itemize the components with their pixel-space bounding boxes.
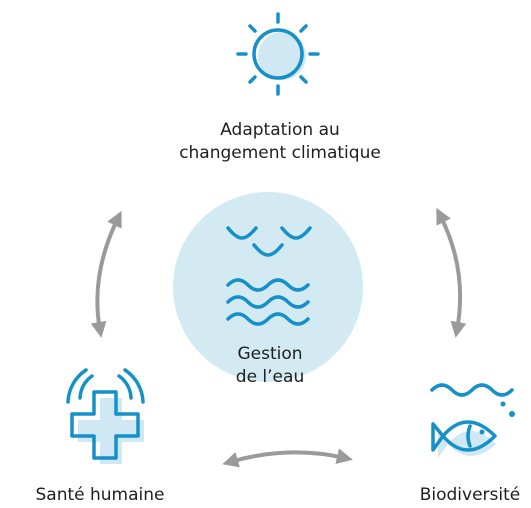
arrow-right: [436, 207, 467, 338]
fish-icon: [430, 383, 515, 458]
center-label-line2: de l’eau: [236, 367, 304, 387]
health-icon: [66, 368, 145, 464]
top-label-line2: changement climatique: [179, 143, 381, 163]
health-label: Santé humaine: [36, 485, 165, 505]
arrow-bottom: [222, 448, 353, 468]
center-label-line1: Gestion: [237, 344, 302, 364]
arrow-left: [90, 210, 122, 338]
sun-icon: [236, 12, 320, 96]
top-label-line1: Adaptation au: [220, 120, 340, 140]
biodiversity-label: Biodiversité: [420, 485, 521, 505]
water-icon: [226, 226, 312, 326]
